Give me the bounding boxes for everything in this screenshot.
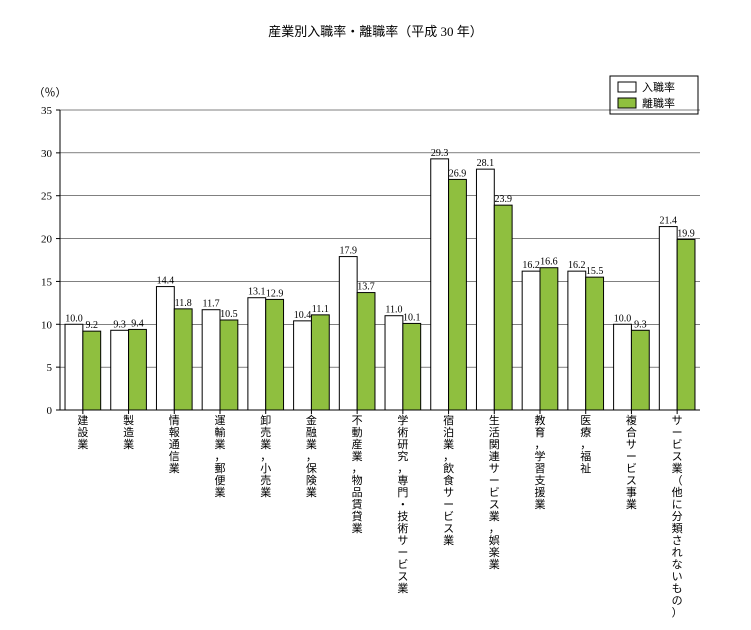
bar-out [311,315,329,410]
y-tick-label: 10 [41,319,53,331]
bar-out [449,179,467,410]
bar-out [677,239,695,410]
category-label: 医療，福祉 [580,415,591,475]
bar-out [174,309,192,410]
value-label-out: 16.6 [540,257,558,268]
bar-out [494,205,512,410]
category-label: 宿泊業，飲食サービス業 [443,413,454,547]
category-label: 生活関連サービス業，娯楽業 [489,413,500,571]
bar-in [248,298,266,410]
category-label: 学術研究，専門・技術サービス業 [397,413,408,595]
legend-swatch-in [618,82,636,92]
bar-out [540,268,558,410]
y-tick-label: 5 [47,362,53,374]
value-label-out: 15.5 [586,266,604,277]
chart-container: 産業別入職率・離職率（平成 30 年） （％） 0 5 10 15 20 25 30 35 10.0… [0,0,751,630]
bar-in [339,257,357,410]
value-label-out: 10.5 [220,309,238,320]
legend-label-in: 入職率 [642,80,675,94]
y-tick-label: 20 [41,234,53,246]
y-tick-label: 0 [47,405,53,417]
bar-in [568,271,586,410]
value-label-out: 13.7 [357,282,375,293]
value-label-in: 10.4 [294,310,312,321]
value-label-out: 9.4 [131,318,144,329]
chart-title: 産業別入職率・離職率（平成 30 年） [268,24,483,39]
bar-in [659,227,677,410]
bar-in [431,159,449,410]
bar-out [129,329,147,410]
value-label-in: 14.4 [157,276,175,287]
bar-out [586,277,604,410]
legend-swatch-out [618,98,636,108]
bar-in [476,169,494,410]
value-label-in: 16.2 [568,260,586,271]
bar-out [83,331,101,410]
bar-in [614,324,632,410]
value-label-in: 28.1 [477,158,495,169]
category-label: 情報通信業 [169,414,180,475]
value-label-out: 26.9 [449,168,467,179]
legend-label-out: 離職率 [642,96,675,110]
bar-in [65,324,83,410]
value-label-out: 23.9 [494,194,512,205]
bar-out [631,330,649,410]
value-label-in: 17.9 [339,246,357,257]
bar-in [294,321,312,410]
value-label-out: 11.1 [312,304,329,315]
y-tick-label: 35 [41,105,53,117]
value-label-in: 29.3 [431,148,449,159]
bar-chart: 産業別入職率・離職率（平成 30 年） （％） 0 5 10 15 20 25 30 35 10.0… [0,0,751,630]
value-label-in: 10.0 [65,313,83,324]
bar-out [403,323,421,410]
bar-out [266,299,284,410]
value-label-in: 13.1 [248,287,266,298]
bar-in [202,310,220,410]
value-label-in: 9.3 [113,319,126,330]
category-label: 建設業 [77,413,88,451]
y-tick-label: 25 [41,191,53,203]
value-label-out: 11.8 [175,298,192,309]
y-tick-label: 30 [41,148,53,160]
category-label: 運輸業，郵便業 [215,414,226,499]
category-label: 教育，学習支援業 [535,414,546,511]
category-label: 不動産業，物品賃貸業 [352,415,363,535]
bar-in [522,271,540,410]
value-label-in: 16.2 [522,260,540,271]
bar-in [385,316,403,410]
category-label: サービス業（他に分類されないもの） [672,414,683,619]
value-label-in: 11.0 [385,305,402,316]
value-label-out: 9.2 [86,320,99,331]
value-label-out: 12.9 [266,288,284,299]
bar-in [156,287,174,410]
y-axis-unit: （％） [34,86,67,99]
bar-out [220,320,238,410]
category-label: 金融業，保険業 [306,413,317,499]
value-label-in: 10.0 [614,313,632,324]
bar-in [111,330,129,410]
value-label-out: 19.9 [677,228,695,239]
bar-out [357,293,375,410]
category-label: 複合サービス事業 [626,413,637,511]
category-label: 製造業 [123,413,134,451]
value-label-out: 9.3 [634,319,647,330]
value-label-in: 21.4 [659,216,677,227]
value-label-in: 11.7 [203,299,220,310]
category-label: 卸売業，小売業 [260,413,271,499]
y-tick-label: 15 [41,276,53,288]
value-label-out: 10.1 [403,312,421,323]
